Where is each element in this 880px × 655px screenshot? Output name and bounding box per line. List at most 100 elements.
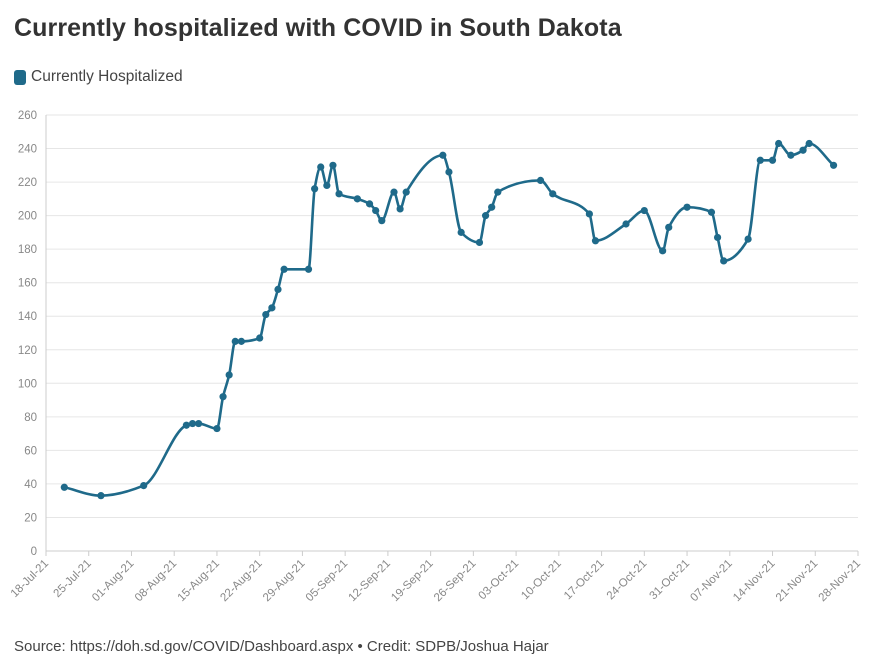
data-point-2021-08-26 bbox=[280, 265, 288, 273]
data-point-2021-08-22 bbox=[256, 334, 264, 342]
data-point-2021-11-15 bbox=[775, 139, 783, 148]
x-tick-label-2021-10-31: 31-Oct-21 bbox=[648, 558, 693, 603]
data-point-2021-11-12 bbox=[756, 156, 764, 164]
data-point-2021-08-24 bbox=[268, 304, 276, 312]
data-point-2021-09-07 bbox=[353, 195, 361, 203]
data-point-2021-09-13 bbox=[390, 188, 398, 196]
x-tick-label-2021-07-18: 18-Jul-21 bbox=[9, 558, 51, 600]
y-tick-label-220: 220 bbox=[18, 177, 37, 189]
data-point-2021-09-30 bbox=[494, 188, 502, 196]
data-point-2021-09-09 bbox=[365, 200, 374, 208]
legend-label: Currently Hospitalized bbox=[31, 68, 183, 85]
data-point-2021-08-23 bbox=[262, 310, 270, 319]
data-point-2021-09-11 bbox=[378, 217, 386, 225]
x-tick-label-2021-08-29: 29-Aug-21 bbox=[261, 558, 307, 604]
y-tick-label-40: 40 bbox=[24, 479, 37, 491]
x-tick-label-2021-08-15: 15-Aug-21 bbox=[176, 558, 222, 604]
x-tick-label-2021-09-05: 05-Sep-21 bbox=[304, 558, 350, 604]
data-point-2021-09-28 bbox=[481, 212, 490, 220]
data-point-2021-09-01 bbox=[317, 163, 325, 171]
y-tick-label-200: 200 bbox=[18, 211, 37, 223]
y-tick-label-100: 100 bbox=[18, 378, 37, 390]
legend-swatch bbox=[14, 69, 26, 85]
data-point-2021-08-11 bbox=[188, 419, 197, 428]
data-point-2021-10-16 bbox=[591, 237, 600, 245]
data-point-2021-08-03 bbox=[140, 482, 148, 490]
data-point-2021-11-04 bbox=[707, 208, 716, 216]
y-axis: 0 20 40 60 80 100 120 140 160 180 200 220 240 260 bbox=[18, 110, 37, 558]
y-tick-label-120: 120 bbox=[18, 345, 37, 357]
chart-legend[interactable]: Currently Hospitalized bbox=[14, 68, 183, 86]
data-point-2021-10-24 bbox=[640, 206, 648, 215]
data-point-2021-08-17 bbox=[225, 371, 233, 379]
y-tick-label-140: 140 bbox=[18, 311, 37, 323]
data-point-2021-10-31 bbox=[683, 203, 691, 211]
x-tick-label-2021-11-07: 07-Nov-21 bbox=[688, 558, 734, 604]
x-tick-label-2021-10-24: 24-Oct-21 bbox=[605, 558, 650, 603]
data-point-2021-09-21 bbox=[439, 151, 447, 159]
source-credit: Source: https://doh.sd.gov/COVID/Dashboa… bbox=[14, 638, 549, 655]
x-tick-label-2021-09-19: 19-Sep-21 bbox=[389, 558, 435, 604]
x-tick-label-2021-10-03: 03-Oct-21 bbox=[477, 558, 522, 603]
x-tick-label-2021-10-10: 10-Oct-21 bbox=[519, 558, 564, 603]
data-point-2021-09-02 bbox=[323, 181, 331, 190]
data-point-2021-07-21 bbox=[60, 483, 68, 491]
data-point-2021-08-31 bbox=[311, 185, 319, 193]
data-point-2021-11-17 bbox=[787, 151, 795, 159]
data-point-2021-07-27 bbox=[97, 492, 105, 500]
data-point-2021-10-07 bbox=[536, 176, 545, 184]
data-point-2021-08-12 bbox=[195, 419, 203, 428]
data-point-2021-08-18 bbox=[231, 337, 239, 345]
y-tick-label-260: 260 bbox=[18, 110, 37, 122]
data-point-2021-09-03 bbox=[329, 161, 337, 169]
data-point-2021-08-10 bbox=[182, 421, 191, 429]
x-tick-label-2021-07-25: 25-Jul-21 bbox=[51, 558, 93, 600]
data-point-2021-10-27 bbox=[659, 247, 667, 255]
data-point-2021-09-10 bbox=[372, 206, 380, 215]
data-point-2021-11-20 bbox=[805, 139, 813, 148]
data-point-2021-10-15 bbox=[585, 210, 593, 218]
data-point-2021-10-21 bbox=[622, 220, 630, 228]
data-point-2021-08-25 bbox=[274, 285, 282, 293]
x-tick-label-2021-09-26: 26-Sep-21 bbox=[432, 558, 478, 604]
x-tick-label-2021-08-01: 01-Aug-21 bbox=[90, 558, 136, 604]
y-tick-label-240: 240 bbox=[18, 144, 37, 156]
line-chart: 0 20 40 60 80 100 120 140 160 180 200 220 240 260 18-… bbox=[9, 110, 863, 604]
x-tick-label-2021-08-22: 22-Aug-21 bbox=[218, 558, 264, 604]
data-point-2021-09-24 bbox=[457, 228, 465, 236]
x-tick-label-2021-10-17: 17-Oct-21 bbox=[562, 558, 607, 603]
data-point-2021-09-29 bbox=[488, 203, 496, 211]
data-point-2021-09-04 bbox=[335, 190, 343, 198]
data-point-2021-11-19 bbox=[799, 146, 807, 154]
data-point-2021-11-24 bbox=[829, 161, 838, 169]
y-tick-label-180: 180 bbox=[18, 244, 37, 256]
data-point-2021-08-30 bbox=[304, 265, 313, 273]
grid-lines bbox=[46, 114, 858, 552]
x-axis: 18-Jul-21 25-Jul-2101-Aug-2108-Aug-2115-A… bbox=[9, 115, 863, 604]
data-point-2021-11-10 bbox=[744, 235, 752, 243]
series-line-currently-hospitalized bbox=[63, 142, 835, 497]
data-point-2021-11-14 bbox=[768, 156, 777, 164]
x-tick-label-2021-09-12: 12-Sep-21 bbox=[347, 558, 393, 604]
data-point-2021-08-16 bbox=[219, 393, 227, 401]
x-tick-label-2021-08-08: 08-Aug-21 bbox=[133, 558, 179, 604]
y-tick-label-20: 20 bbox=[24, 512, 37, 524]
data-point-2021-09-14 bbox=[396, 205, 404, 213]
x-tick-label-2021-11-21: 21-Nov-21 bbox=[774, 558, 820, 604]
chart-title: Currently hospitalized with COVID in Sou… bbox=[14, 14, 622, 42]
data-point-2021-08-19 bbox=[237, 337, 245, 345]
y-tick-label-60: 60 bbox=[24, 445, 37, 457]
data-points bbox=[60, 139, 838, 500]
data-point-2021-11-05 bbox=[713, 233, 722, 242]
y-tick-label-160: 160 bbox=[18, 278, 37, 290]
data-point-2021-08-15 bbox=[213, 424, 221, 433]
data-point-2021-10-28 bbox=[665, 223, 673, 231]
data-point-2021-11-06 bbox=[720, 257, 728, 265]
x-tick-label-2021-11-28: 28-Nov-21 bbox=[817, 558, 863, 604]
data-point-2021-10-09 bbox=[549, 190, 557, 198]
data-point-2021-09-27 bbox=[475, 238, 484, 247]
y-tick-label-0: 0 bbox=[31, 546, 37, 558]
x-tick-label-2021-11-14: 14-Nov-21 bbox=[731, 558, 777, 604]
y-tick-label-80: 80 bbox=[24, 412, 37, 424]
data-point-2021-09-15 bbox=[402, 188, 410, 196]
